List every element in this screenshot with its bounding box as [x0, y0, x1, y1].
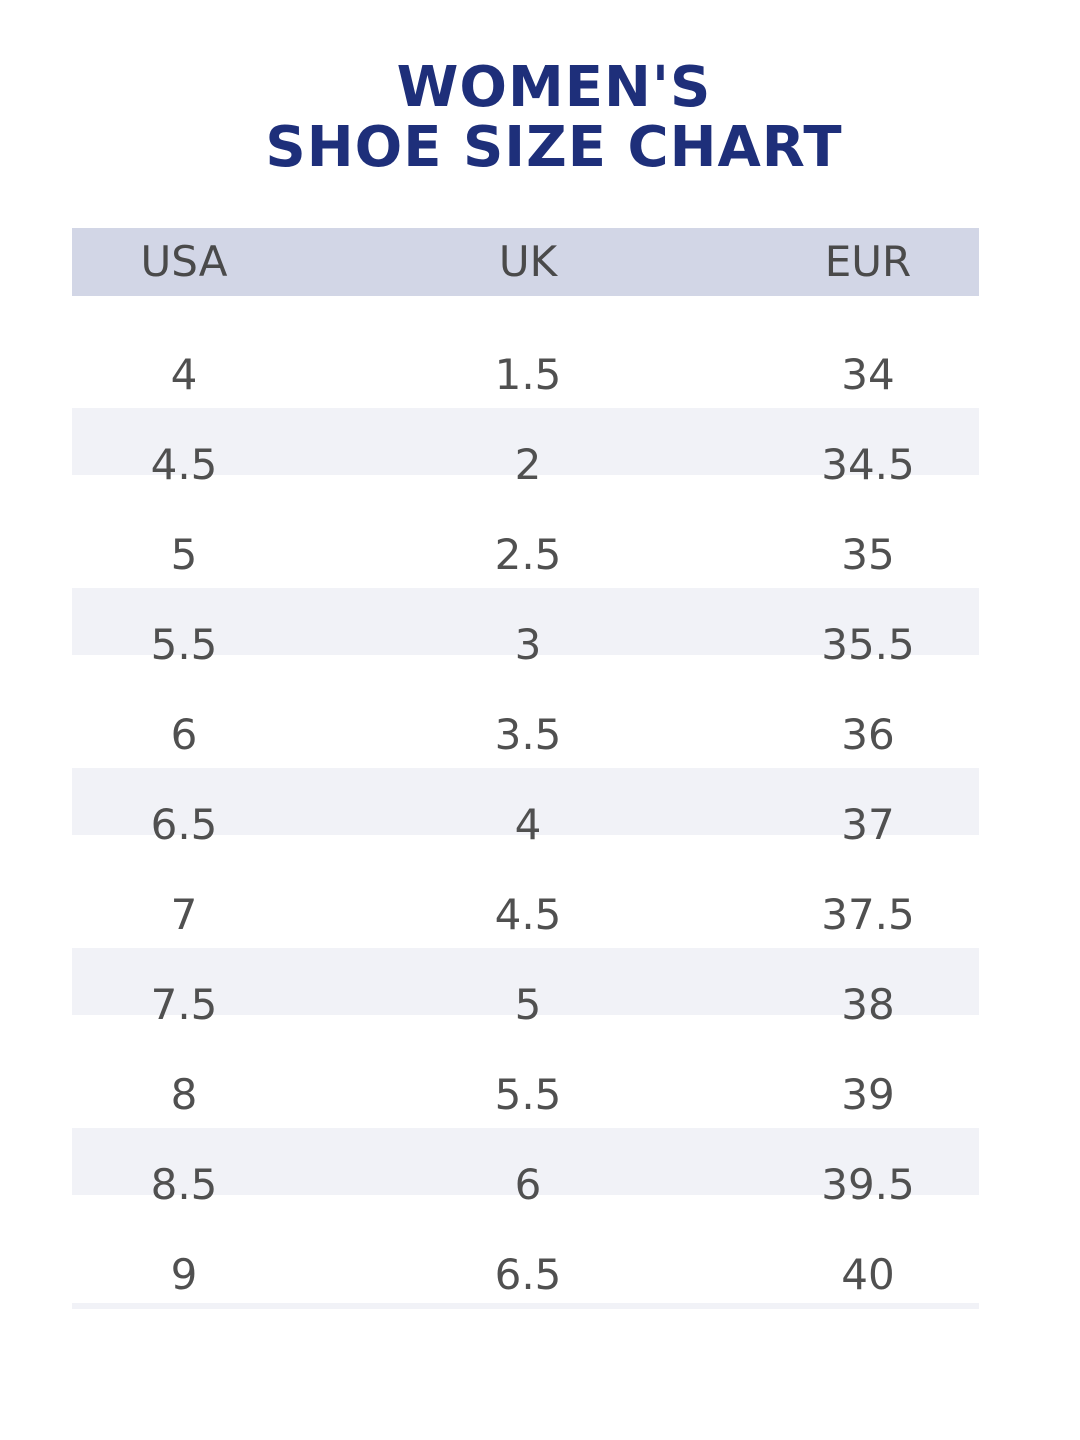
- table-cell-eur: 37.5: [718, 836, 1018, 939]
- cell-value: 1.5: [494, 350, 562, 399]
- table-cell-uk: 5: [378, 926, 678, 1029]
- table-cell-usa: 8.5: [34, 1106, 334, 1209]
- table-body: 4 1.5 34 4.5 2 34.5 5 2.5 35 5.5 3 35.5 6 3.5 36 6.5 4 37…: [72, 296, 979, 1299]
- table-cell-uk: 4: [378, 746, 678, 849]
- table-row: 4 1.5 34: [72, 296, 979, 399]
- table-cell-uk: 2.5: [378, 476, 678, 579]
- chart-title: WOMEN'S SHOE SIZE CHART: [0, 58, 1080, 178]
- cell-value: 5.5: [150, 620, 218, 669]
- cell-value: 40: [841, 1250, 895, 1299]
- table-cell-uk: 6: [378, 1106, 678, 1209]
- table-cell-usa: 5.5: [34, 566, 334, 669]
- table-cell-eur: 34: [718, 296, 1018, 399]
- table-cell-usa: 6.5: [34, 746, 334, 849]
- row-band: [72, 1128, 979, 1195]
- cell-value: 7: [170, 890, 198, 939]
- table-row: 7 4.5 37.5: [72, 836, 979, 939]
- cell-value: 35: [841, 530, 895, 579]
- table-cell-usa: 4.5: [34, 386, 334, 489]
- table-cell-uk: 3: [378, 566, 678, 669]
- table-cell-eur: 34.5: [718, 386, 1018, 489]
- column-header-uk: UK: [498, 237, 558, 286]
- row-band: [72, 408, 979, 475]
- table-cell-uk: 6.5: [378, 1196, 678, 1299]
- table-row: 7.5 5 38: [72, 926, 979, 1029]
- row-band: [72, 588, 979, 655]
- cell-value: 39: [841, 1070, 895, 1119]
- cell-value: 4.5: [494, 890, 562, 939]
- table-cell-eur: 36: [718, 656, 1018, 759]
- table-cell-usa: 7: [34, 836, 334, 939]
- cell-value: 37.5: [821, 890, 915, 939]
- cell-value: 4: [170, 350, 198, 399]
- table-row: 9 6.5 40: [72, 1196, 979, 1299]
- table-cell-uk: 1.5: [378, 296, 678, 399]
- table-cell-uk: 2: [378, 386, 678, 489]
- chart-title-line-1: WOMEN'S: [396, 55, 712, 120]
- table-cell-usa: 8: [34, 1016, 334, 1119]
- table-cell-usa: 5: [34, 476, 334, 579]
- cell-value: 3: [514, 620, 542, 669]
- cell-value: 2: [514, 440, 542, 489]
- table-cell-eur: 37: [718, 746, 1018, 849]
- table-row: 6 3.5 36: [72, 656, 979, 759]
- column-header-usa: USA: [140, 237, 228, 286]
- cell-value: 35.5: [821, 620, 915, 669]
- table-row: 5.5 3 35.5: [72, 566, 979, 669]
- table-cell-eur: 38: [718, 926, 1018, 1029]
- cell-value: 7.5: [150, 980, 218, 1029]
- table-cell-eur: 39.5: [718, 1106, 1018, 1209]
- cell-value: 34.5: [821, 440, 915, 489]
- cell-value: 2.5: [494, 530, 562, 579]
- table-cell-uk: 4.5: [378, 836, 678, 939]
- table-cell-usa: 7.5: [34, 926, 334, 1029]
- table-row: 4.5 2 34.5: [72, 386, 979, 489]
- table-row: 6.5 4 37: [72, 746, 979, 849]
- table-row: 8 5.5 39: [72, 1016, 979, 1119]
- table-cell-eur: 35.5: [718, 566, 1018, 669]
- cell-value: 9: [170, 1250, 198, 1299]
- size-table: USA UK EUR 4 1.5 34 4.5 2 34.5 5 2.5 35 5.5 3 35.5 6…: [72, 228, 979, 1299]
- cell-value: 34: [841, 350, 895, 399]
- table-cell-usa: 4: [34, 296, 334, 399]
- cell-value: 6.5: [150, 800, 218, 849]
- cell-value: 5: [514, 980, 542, 1029]
- cell-value: 8: [170, 1070, 198, 1119]
- cell-value: 8.5: [150, 1160, 218, 1209]
- cell-value: 4: [514, 800, 542, 849]
- cell-value: 5.5: [494, 1070, 562, 1119]
- table-cell-usa: 6: [34, 656, 334, 759]
- table-cell-uk: 3.5: [378, 656, 678, 759]
- cell-value: 39.5: [821, 1160, 915, 1209]
- table-cell-eur: 40: [718, 1196, 1018, 1299]
- column-header-eur: EUR: [824, 237, 912, 286]
- table-cell-eur: 39: [718, 1016, 1018, 1119]
- row-band: [72, 768, 979, 835]
- cell-value: 4.5: [150, 440, 218, 489]
- cell-value: 37: [841, 800, 895, 849]
- row-band: [72, 948, 979, 1015]
- table-row: 8.5 6 39.5: [72, 1106, 979, 1209]
- cell-value: 6.5: [494, 1250, 562, 1299]
- table-header-row: USA UK EUR: [72, 228, 979, 296]
- chart-title-line-2: SHOE SIZE CHART: [265, 115, 843, 180]
- cell-value: 6: [170, 710, 198, 759]
- cell-value: 38: [841, 980, 895, 1029]
- table-row: 5 2.5 35: [72, 476, 979, 579]
- cell-value: 6: [514, 1160, 542, 1209]
- table-cell-eur: 35: [718, 476, 1018, 579]
- cell-value: 3.5: [494, 710, 562, 759]
- table-cell-usa: 9: [34, 1196, 334, 1299]
- table-bottom-rule: [72, 1303, 979, 1309]
- table-cell-uk: 5.5: [378, 1016, 678, 1119]
- cell-value: 36: [841, 710, 895, 759]
- cell-value: 5: [170, 530, 198, 579]
